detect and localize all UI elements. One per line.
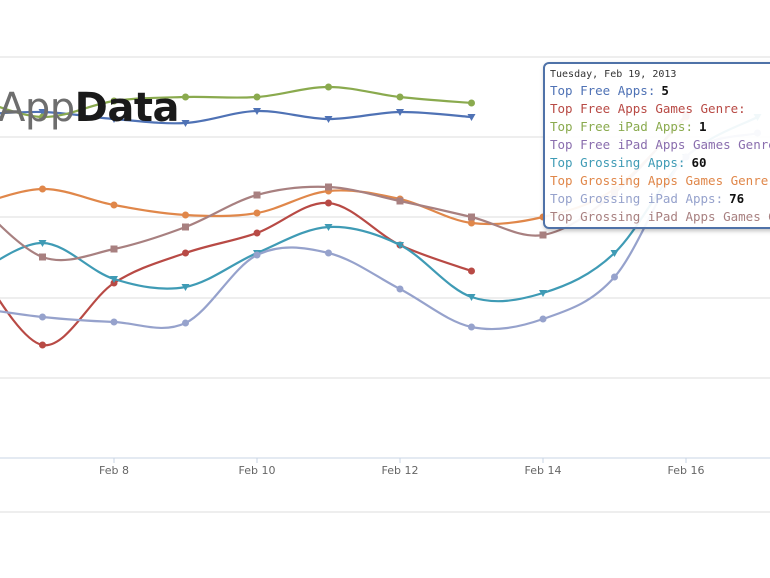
data-point	[38, 109, 47, 116]
logo-app-text: App	[0, 85, 75, 131]
tooltip-series-label: Top Grossing iPad Apps:	[550, 191, 724, 206]
data-point	[253, 229, 261, 237]
data-point	[468, 213, 475, 221]
data-point	[39, 341, 46, 349]
tooltip-rows: Top Free Apps: 5 Top Free Apps Games Genre…	[550, 82, 770, 226]
data-point	[253, 191, 261, 199]
appdata-logo: AppData	[0, 88, 179, 128]
data-point	[396, 109, 404, 116]
data-point	[539, 231, 547, 239]
data-point	[467, 114, 476, 121]
data-point	[182, 223, 189, 231]
gridlines	[0, 56, 770, 513]
tooltip-row: Top Grossing Apps: 60	[550, 154, 770, 172]
data-point	[325, 199, 332, 207]
data-point	[539, 315, 547, 323]
data-point	[110, 97, 118, 105]
x-tick-label: Feb 8	[99, 464, 129, 477]
data-point	[253, 108, 261, 115]
tooltip-series-label: Top Free Apps:	[550, 83, 656, 98]
tooltip-series-label: Top Free iPad Apps Games Genre:	[550, 137, 770, 152]
data-point	[110, 116, 118, 123]
data-point	[39, 313, 46, 321]
data-point	[396, 242, 404, 249]
tooltip-series-value: 60	[691, 155, 707, 170]
data-point	[39, 253, 46, 261]
tooltip-series-label: Top Free Apps Games Genre:	[550, 101, 746, 116]
data-point	[110, 318, 118, 326]
data-point	[110, 276, 118, 283]
data-point	[39, 113, 46, 121]
data-point	[110, 201, 118, 209]
data-point	[396, 93, 404, 101]
tooltip-series-label: Top Grossing Apps:	[550, 155, 686, 170]
x-tick-label: Feb 16	[668, 464, 705, 477]
data-point	[468, 99, 475, 107]
data-point	[253, 93, 261, 101]
tooltip-row: Top Grossing iPad Apps Games Genre:	[550, 208, 770, 226]
data-point	[181, 120, 190, 127]
data-point	[468, 323, 475, 331]
data-point	[253, 209, 261, 217]
data-point	[325, 249, 332, 257]
tooltip-series-value: 5	[661, 83, 669, 98]
data-point	[39, 185, 46, 193]
tooltip-series-value: 76	[729, 191, 745, 206]
series-2	[0, 83, 475, 121]
data-point	[467, 294, 476, 301]
tooltip-series-value: 1	[699, 119, 707, 134]
tooltip-row: Top Grossing Apps Games Genre:	[550, 172, 770, 190]
data-point	[539, 290, 547, 297]
data-point	[181, 284, 190, 291]
series-0	[0, 108, 476, 127]
data-point	[110, 245, 118, 253]
x-tick-label: Feb 12	[382, 464, 419, 477]
series-line	[0, 109, 472, 125]
tooltip-row: Top Grossing iPad Apps: 76	[550, 190, 770, 208]
data-point	[182, 249, 189, 257]
data-point	[182, 211, 189, 219]
data-point	[610, 250, 619, 257]
series-1	[0, 199, 475, 349]
x-tick-label: Feb 14	[525, 464, 562, 477]
chart-tooltip: Tuesday, Feb 19, 2013 Top Free Apps: 5 Top…	[543, 62, 770, 229]
tooltip-row: Top Free iPad Apps: 1	[550, 118, 770, 136]
data-point	[38, 240, 47, 247]
x-axis: Feb 8 Feb 10 Feb 12 Feb 14 Feb 16	[99, 458, 704, 477]
tooltip-date: Tuesday, Feb 19, 2013	[550, 69, 677, 80]
x-tick-label: Feb 10	[239, 464, 276, 477]
data-point	[324, 224, 333, 231]
data-point	[253, 251, 261, 259]
data-point	[468, 267, 475, 275]
data-point	[611, 273, 618, 281]
data-point	[396, 197, 404, 205]
tooltip-series-label: Top Free iPad Apps:	[550, 119, 693, 134]
tooltip-row: Top Free Apps Games Genre:	[550, 100, 770, 118]
logo-data-text: Data	[74, 85, 180, 131]
tooltip-series-label: Top Grossing iPad Apps Games Genre:	[550, 209, 770, 224]
tooltip-row: Top Free Apps: 5	[550, 82, 770, 100]
tooltip-row: Top Free iPad Apps Games Genre:	[550, 136, 770, 154]
data-point	[468, 219, 475, 227]
data-point	[325, 83, 332, 91]
data-point	[182, 319, 189, 327]
tooltip-series-label: Top Grossing Apps Games Genre:	[550, 173, 770, 188]
series-line	[0, 85, 472, 119]
data-point	[325, 183, 332, 191]
data-point	[396, 285, 404, 293]
data-point	[182, 93, 189, 101]
data-point	[324, 116, 333, 123]
